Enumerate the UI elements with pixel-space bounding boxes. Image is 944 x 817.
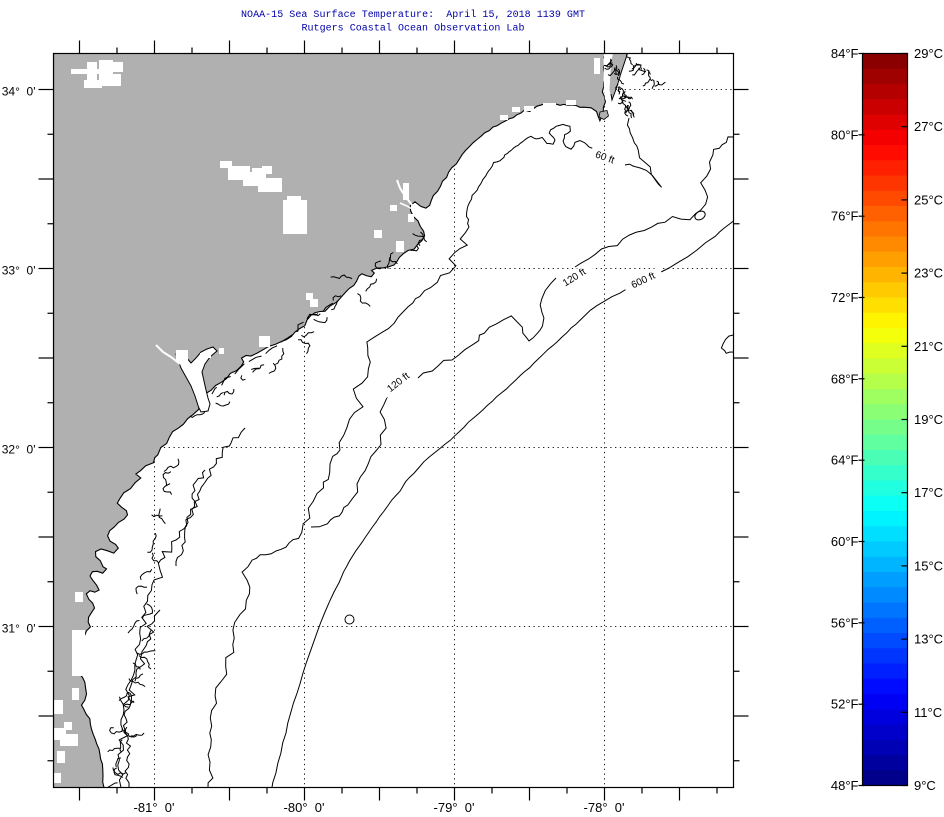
svg-text:32° 0': 32° 0' xyxy=(2,443,36,457)
svg-text:72°F: 72°F xyxy=(831,290,859,305)
svg-text:9°C: 9°C xyxy=(914,778,936,793)
svg-text:13°C: 13°C xyxy=(914,632,943,647)
svg-text:34° 0': 34° 0' xyxy=(2,85,36,99)
svg-text:15°C: 15°C xyxy=(914,558,943,573)
svg-text:29°C: 29°C xyxy=(914,46,943,61)
svg-text:52°F: 52°F xyxy=(831,697,859,712)
svg-text:80°F: 80°F xyxy=(831,127,859,142)
svg-text:21°C: 21°C xyxy=(914,339,943,354)
svg-text:31° 0': 31° 0' xyxy=(2,622,36,636)
svg-text:76°F: 76°F xyxy=(831,209,859,224)
svg-text:48°F: 48°F xyxy=(831,778,859,793)
svg-text:33° 0': 33° 0' xyxy=(2,264,36,278)
svg-text:64°F: 64°F xyxy=(831,453,859,468)
svg-text:11°C: 11°C xyxy=(914,705,942,720)
svg-text:60°F: 60°F xyxy=(831,534,859,549)
svg-text:-78° 0': -78° 0' xyxy=(584,800,625,815)
svg-text:68°F: 68°F xyxy=(831,371,859,386)
svg-text:-80° 0': -80° 0' xyxy=(284,800,325,815)
svg-text:84°F: 84°F xyxy=(831,46,859,61)
svg-text:25°C: 25°C xyxy=(914,192,943,207)
svg-text:56°F: 56°F xyxy=(831,615,859,630)
svg-text:-81° 0': -81° 0' xyxy=(134,800,175,815)
svg-text:NOAA-15 Sea Surface Temperatur: NOAA-15 Sea Surface Temperature: April 1… xyxy=(241,9,585,21)
svg-text:27°C: 27°C xyxy=(914,119,943,134)
svg-text:-79° 0': -79° 0' xyxy=(434,800,475,815)
svg-text:17°C: 17°C xyxy=(914,485,943,500)
svg-text:23°C: 23°C xyxy=(914,266,943,281)
svg-text:Rutgers Coastal Ocean Observat: Rutgers Coastal Ocean Observation Lab xyxy=(302,23,525,35)
svg-text:19°C: 19°C xyxy=(914,412,943,427)
